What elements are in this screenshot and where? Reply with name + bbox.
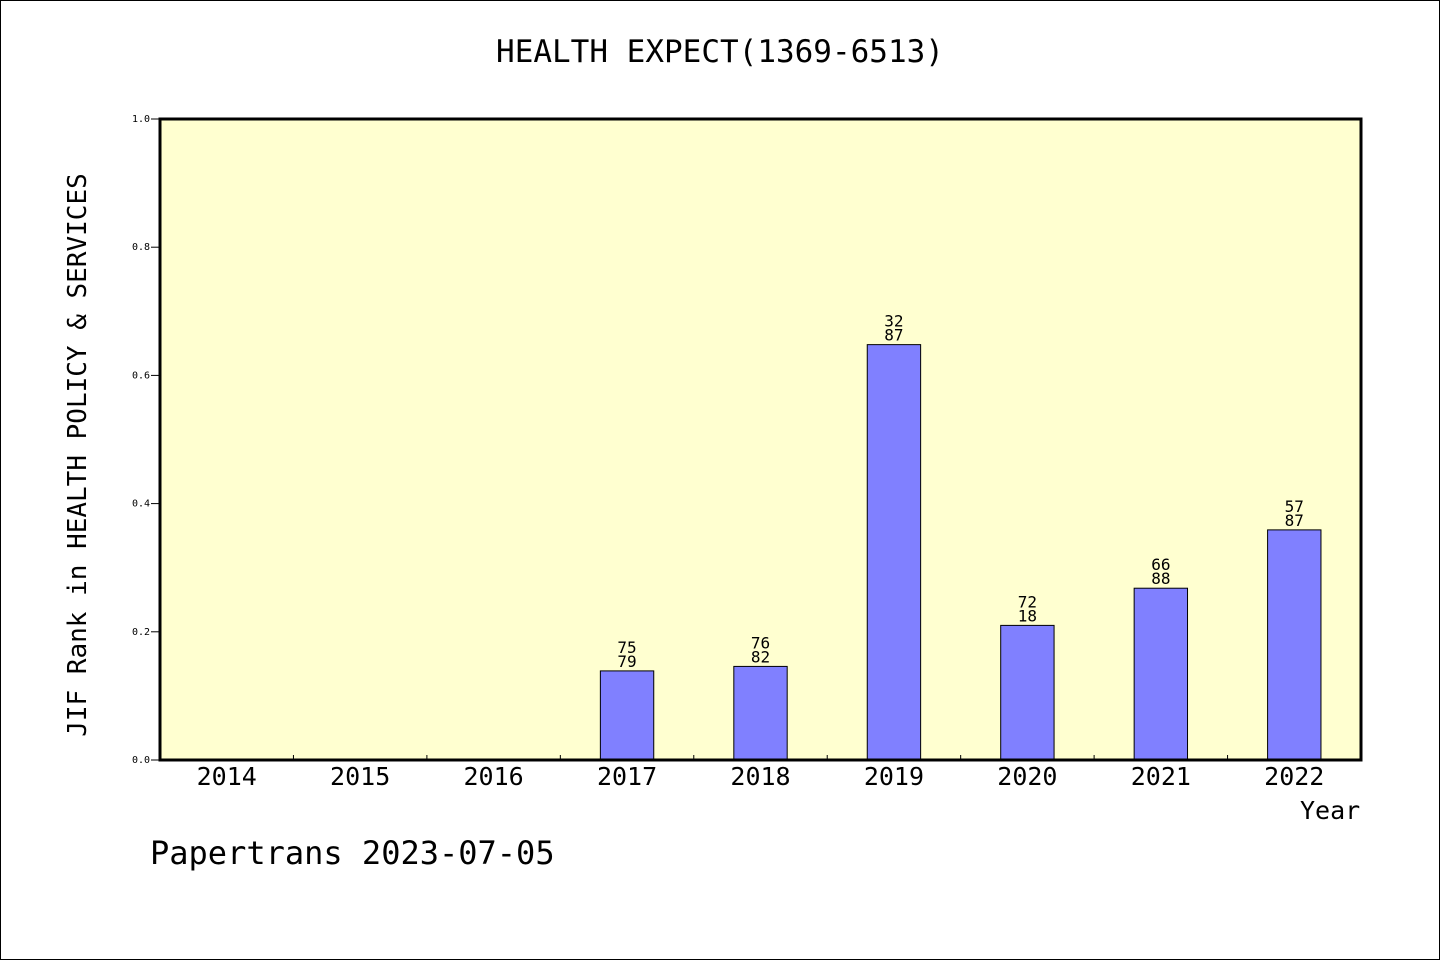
x-axis-label: Year (1300, 796, 1361, 825)
bar-label-top: 66 (1151, 555, 1170, 574)
x-tick-label: 2016 (464, 762, 524, 791)
y-axis-label: JIF Rank in HEALTH POLICY & SERVICES (63, 173, 93, 737)
x-tick-label: 2019 (864, 762, 924, 791)
bar (1000, 624, 1055, 761)
x-tick-label: 2017 (597, 762, 657, 791)
y-tick-label: 0.0 (132, 755, 150, 766)
x-tick-label: 2014 (197, 762, 257, 791)
y-tick-label: 0.8 (132, 242, 150, 253)
y-tick-label: 0.4 (132, 499, 150, 510)
bar-label-bottom: 87 (884, 326, 903, 345)
x-tick-label: 2020 (997, 762, 1057, 791)
x-tick-label: 2015 (330, 762, 390, 791)
bar-label-bottom: 79 (617, 652, 636, 671)
bar (599, 670, 655, 761)
bar (733, 665, 788, 761)
plot-border (158, 117, 1363, 762)
bar (1133, 587, 1189, 761)
bar-label-top: 57 (1285, 497, 1304, 516)
y-tick-label: 0.2 (132, 627, 150, 638)
bar-label-top: 76 (751, 633, 770, 652)
y-tick-label: 0.6 (132, 370, 150, 381)
x-tick-label: 2022 (1264, 762, 1324, 791)
bar-label-bottom: 88 (1151, 569, 1170, 588)
x-tick-label: 2018 (730, 762, 790, 791)
bar-label-top: 75 (617, 638, 636, 657)
y-tick-label: 1.0 (132, 114, 150, 125)
footer-credit: Papertrans 2023-07-05 (150, 834, 555, 872)
chart-title: HEALTH EXPECT(1369-6513) (496, 34, 944, 70)
bar-label-top: 72 (1018, 592, 1037, 611)
bar-label-bottom: 87 (1285, 511, 1304, 530)
x-tick-label: 2021 (1131, 762, 1191, 791)
bar-label-top: 32 (884, 312, 903, 331)
bar-label-bottom: 18 (1018, 606, 1037, 625)
bar (1267, 529, 1322, 761)
bar-label-bottom: 82 (751, 647, 770, 666)
bar (866, 344, 922, 761)
